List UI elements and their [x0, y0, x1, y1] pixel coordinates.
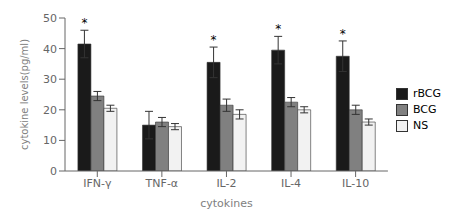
svg-text:50: 50 — [43, 12, 57, 25]
svg-text:TNF-α: TNF-α — [145, 177, 179, 190]
html-text:rBCG: rBCG — [412, 87, 441, 100]
svg-text:*: * — [81, 16, 87, 30]
svg-text:cytokine levels(pg/ml): cytokine levels(pg/ml) — [19, 39, 30, 150]
html-text:NS: NS — [412, 119, 429, 132]
svg-text:IL-2: IL-2 — [216, 177, 236, 190]
svg-text:IFN-γ: IFN-γ — [83, 177, 112, 190]
svg-text:IL-10: IL-10 — [342, 177, 369, 190]
svg-text:IL-4: IL-4 — [281, 177, 301, 190]
svg-text:*: * — [275, 22, 281, 36]
svg-text:10: 10 — [43, 134, 57, 147]
html-text:BCG: BCG — [412, 103, 437, 116]
svg-text:30: 30 — [43, 73, 57, 86]
svg-text:0: 0 — [50, 165, 57, 178]
svg-text:40: 40 — [43, 43, 57, 56]
svg-text:cytokines: cytokines — [200, 197, 253, 210]
svg-text:*: * — [211, 33, 217, 47]
svg-text:*: * — [340, 27, 346, 41]
svg-text:20: 20 — [43, 104, 57, 117]
